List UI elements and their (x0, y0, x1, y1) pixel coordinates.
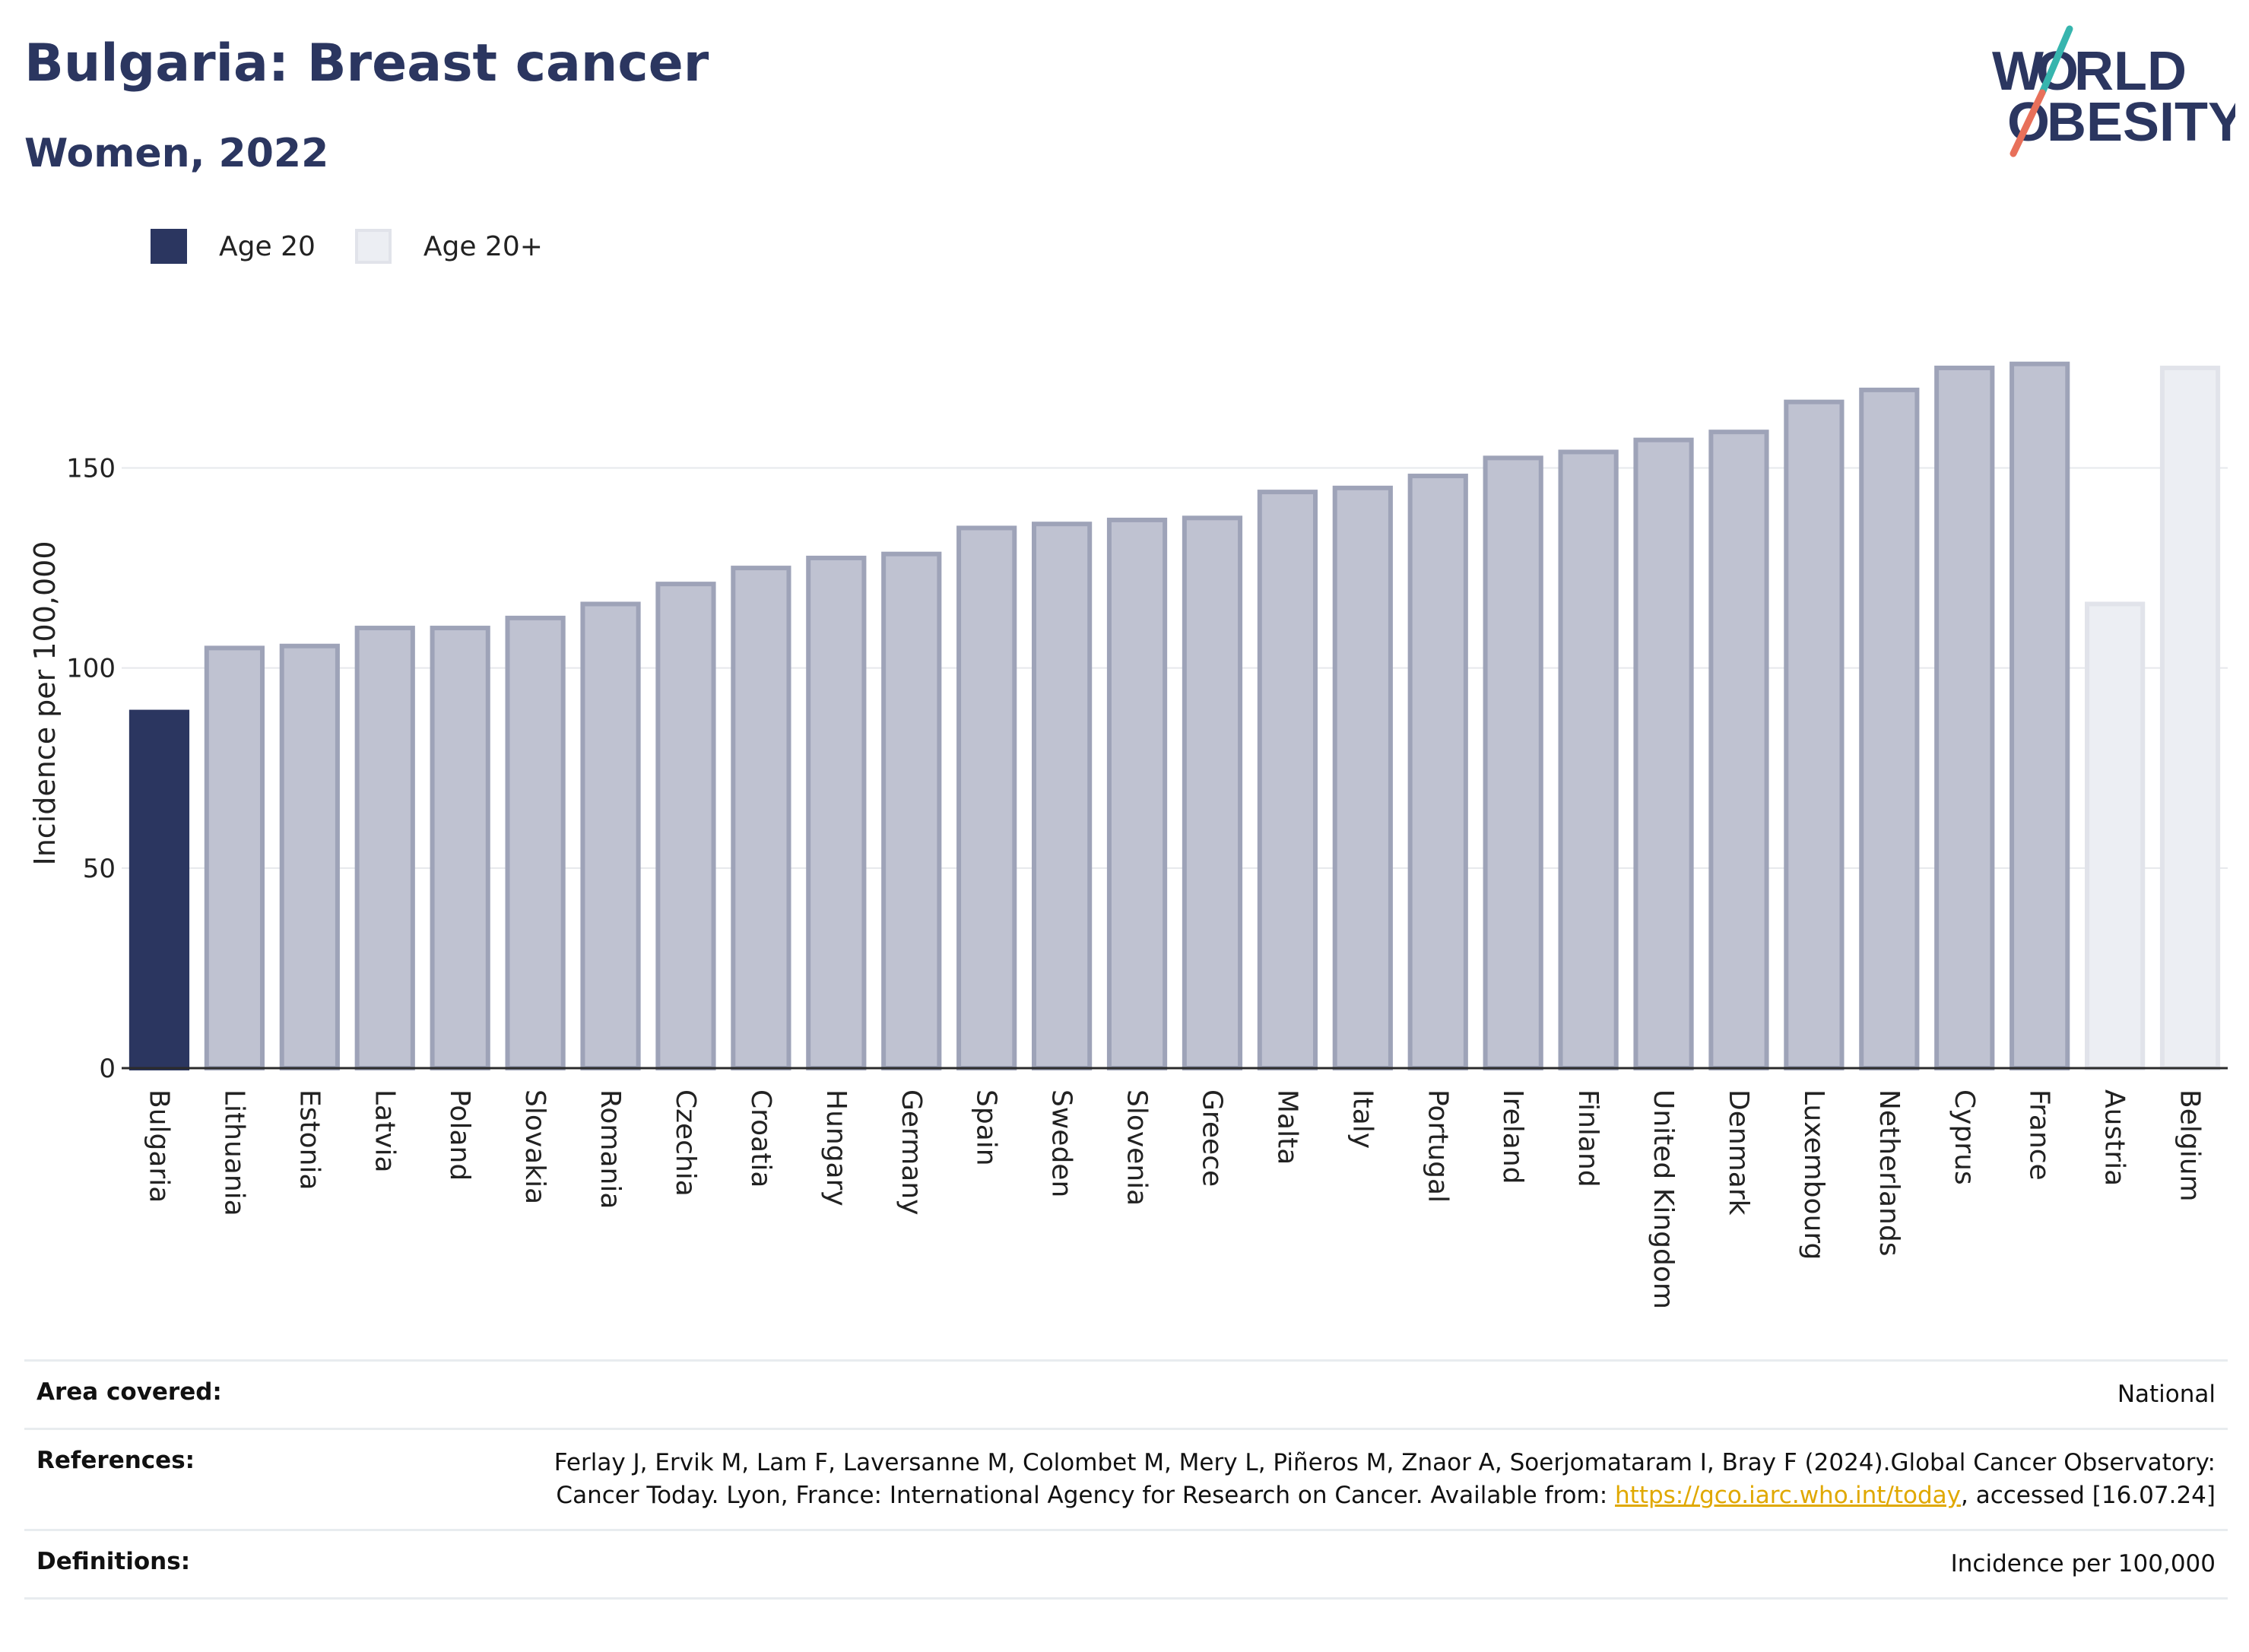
x-tick-label: Slovenia (1121, 1089, 1153, 1206)
x-tick-label: Slovakia (519, 1089, 550, 1204)
x-tick-label: Malta (1271, 1089, 1302, 1165)
legend-label: Age 20+ (423, 230, 543, 262)
footer-table: Area covered: National References: Ferla… (24, 1359, 2228, 1600)
x-tick-label: Spain (971, 1089, 1002, 1166)
references-value: Ferlay J, Ervik M, Lam F, Laversanne M, … (467, 1447, 2216, 1512)
x-tick-label: Hungary (820, 1089, 852, 1206)
x-tick-label: Luxembourg (1798, 1089, 1829, 1260)
definitions-label: Definitions: (36, 1548, 191, 1575)
bar-finland (1558, 449, 1619, 1070)
x-tick-label: Portugal (1422, 1089, 1453, 1203)
bar-estonia (279, 643, 340, 1071)
bar-hungary (806, 555, 867, 1070)
x-tick-label: Estonia (293, 1089, 325, 1191)
x-tick-label: Poland (444, 1089, 475, 1181)
x-tick-label: Lithuania (218, 1089, 249, 1216)
bar-lithuania (204, 645, 265, 1070)
bar-united-kingdom (1633, 437, 1694, 1070)
bar-greece (1182, 515, 1243, 1070)
footer-row-references: References: Ferlay J, Ervik M, Lam F, La… (24, 1428, 2228, 1529)
bar-italy (1332, 485, 1393, 1070)
y-tick-label: 0 (99, 1054, 116, 1084)
bar-sweden (1032, 522, 1093, 1071)
y-tick-label: 150 (66, 454, 116, 484)
bar-portugal (1407, 474, 1468, 1071)
footer-row-area: Area covered: National (24, 1359, 2228, 1428)
footer-row-definitions: Definitions: Incidence per 100,000 (24, 1529, 2228, 1600)
x-tick-label: Latvia (369, 1089, 400, 1173)
bar-romania (580, 601, 641, 1070)
bar-croatia (731, 566, 791, 1070)
bar-poland (430, 626, 490, 1071)
bar-ireland (1483, 455, 1543, 1071)
x-tick-label: Netherlands (1873, 1089, 1905, 1256)
bar-denmark (1708, 430, 1769, 1070)
x-tick-label: Finland (1572, 1089, 1603, 1187)
logo-w: W (1992, 41, 2044, 102)
bar-czechia (655, 582, 716, 1070)
x-tick-label: United Kingdom (1648, 1089, 1679, 1309)
definitions-value: Incidence per 100,000 (1950, 1550, 2216, 1577)
bar-chart: 0 50 100 150 Incidence per 100,000 Bulgaria Li… (28, 361, 2228, 1309)
logo-slash-teal (2038, 25, 2073, 97)
bar-slovenia (1106, 517, 1168, 1070)
y-tick-label: 100 (66, 654, 116, 684)
y-tick-label: 50 (83, 854, 116, 884)
bar-malta (1257, 490, 1318, 1070)
x-tick-label: Belgium (2174, 1089, 2206, 1202)
logo-besity: BESITY (2047, 92, 2235, 153)
area-value: National (2117, 1381, 2216, 1408)
world-obesity-logo: W O RLD O BESITY (1992, 25, 2235, 157)
x-tick-label: Sweden (1046, 1089, 1077, 1197)
bar-france (2010, 361, 2070, 1071)
x-tick-label: Czechia (670, 1089, 701, 1197)
x-tick-label: Germany (896, 1089, 927, 1215)
y-axis-label: Incidence per 100,000 (28, 541, 62, 865)
page-title: Bulgaria: Breast cancer (24, 33, 709, 94)
bar-spain (956, 525, 1017, 1070)
x-tick-label: Croatia (745, 1089, 776, 1187)
x-tick-label: Bulgaria (143, 1089, 174, 1203)
references-link[interactable]: https://gco.iarc.who.int/today (1615, 1482, 1961, 1509)
legend-swatch-age-20 (151, 229, 187, 264)
logo-slash-coral (2010, 89, 2046, 157)
page-subtitle: Women, 2022 (24, 131, 329, 176)
bar-austria (2085, 601, 2146, 1070)
bar-luxembourg (1784, 399, 1845, 1070)
x-tick-label: Austria (2099, 1089, 2130, 1186)
x-tick-label: Ireland (1497, 1089, 1528, 1184)
x-tick-label: Denmark (1723, 1089, 1754, 1216)
x-tick-label: Greece (1196, 1089, 1227, 1187)
legend: Age 20 Age 20+ (151, 227, 582, 266)
x-tick-label: Cyprus (1949, 1089, 1980, 1185)
references-accessed: , accessed [16.07.24] (1960, 1482, 2216, 1509)
logo-rld: RLD (2074, 41, 2187, 102)
area-label: Area covered: (36, 1378, 222, 1406)
legend-swatch-age-20-plus (354, 229, 392, 264)
bar-slovakia (505, 615, 566, 1071)
bar-cyprus (1934, 365, 1995, 1070)
bar-bulgaria (128, 709, 190, 1070)
legend-item-age-20[interactable]: Age 20 (151, 229, 316, 264)
references-label: References: (36, 1447, 195, 1474)
x-tick-label: Romania (595, 1089, 626, 1209)
x-tick-label: Italy (1347, 1089, 1378, 1149)
x-tick-label: France (2024, 1089, 2055, 1181)
bar-belgium (2159, 365, 2221, 1070)
bar-latvia (354, 626, 415, 1071)
legend-label: Age 20 (219, 230, 316, 262)
bar-netherlands (1859, 387, 1920, 1071)
references-text: Ferlay J, Ervik M, Lam F, Laversanne M, … (554, 1449, 2216, 1509)
legend-item-age-20-plus[interactable]: Age 20+ (354, 229, 543, 264)
bar-germany (881, 551, 942, 1070)
